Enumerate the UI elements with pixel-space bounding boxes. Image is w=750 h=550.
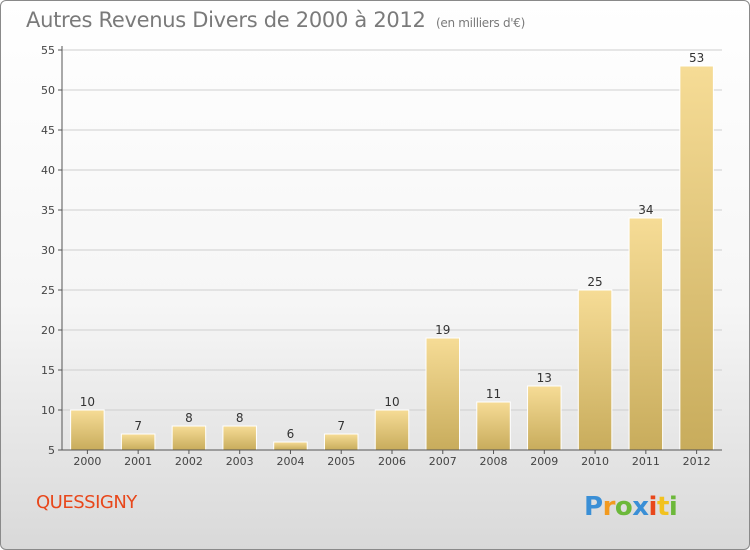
data-label-2012: 53 (689, 51, 704, 65)
x-tick-label-2008: 2008 (480, 455, 508, 468)
data-label-2002: 8 (185, 411, 193, 425)
x-tick-label-2009: 2009 (530, 455, 558, 468)
svg-text:Proxiti: Proxiti (584, 492, 677, 522)
bar-2001 (120, 433, 156, 451)
y-tick-label: 10 (41, 404, 55, 417)
x-axis-ticks: 2000 2001 2002 2003 2004 2005 2006 2007 2008 2009… (73, 450, 711, 468)
x-tick-label-2006: 2006 (378, 455, 406, 468)
y-tick-label: 55 (41, 44, 55, 57)
gridlines (62, 49, 722, 411)
x-tick-label-2007: 2007 (429, 455, 457, 468)
y-tick-label: 50 (41, 84, 55, 97)
y-tick-label: 35 (41, 204, 55, 217)
y-tick-label: 30 (41, 244, 55, 257)
data-labels: 10 7 8 8 6 7 10 19 11 13 25 34 53 (80, 51, 705, 441)
town-name: QUESSIGNY (36, 492, 137, 513)
bar-2010 (577, 289, 613, 451)
x-tick-label-2001: 2001 (124, 455, 152, 468)
chart-title: Autres Revenus Divers de 2000 à 2012 (en… (26, 8, 525, 32)
y-tick-label: 5 (48, 444, 55, 457)
proxiti-logo: Proxiti (584, 492, 678, 522)
data-label-2010: 25 (587, 275, 602, 289)
y-tick-label: 25 (41, 284, 55, 297)
bar-2007 (425, 337, 461, 451)
y-tick-label: 15 (41, 364, 55, 377)
data-label-2003: 8 (236, 411, 244, 425)
data-label-2009: 13 (537, 371, 552, 385)
data-label-2011: 34 (638, 203, 653, 217)
bar-2002 (171, 425, 207, 451)
x-tick-label-2002: 2002 (175, 455, 203, 468)
chart-subtitle: (en milliers d'€) (436, 16, 526, 30)
x-tick-label-2005: 2005 (327, 455, 355, 468)
x-tick-label-2012: 2012 (683, 455, 711, 468)
bars (70, 65, 714, 451)
bar-2009 (527, 385, 562, 451)
x-tick-label-2000: 2000 (73, 455, 101, 468)
data-label-2005: 7 (337, 419, 345, 433)
x-tick-label-2003: 2003 (226, 455, 254, 468)
bar-2000 (70, 409, 105, 451)
data-label-2001: 7 (134, 419, 142, 433)
x-tick-label-2004: 2004 (276, 455, 304, 468)
bar-2012 (679, 65, 714, 451)
bar-2008 (476, 401, 511, 451)
chart-title-text: Autres Revenus Divers de 2000 à 2012 (26, 8, 426, 32)
x-tick-label-2011: 2011 (632, 455, 660, 468)
data-label-2007: 19 (435, 323, 450, 337)
y-tick-label: 40 (41, 164, 55, 177)
data-label-2006: 10 (384, 395, 399, 409)
bar-2004 (273, 441, 308, 451)
y-tick-label: 20 (41, 324, 55, 337)
data-label-2000: 10 (80, 395, 95, 409)
y-tick-label: 45 (41, 124, 55, 137)
data-label-2008: 11 (486, 387, 501, 401)
x-tick-label-2010: 2010 (581, 455, 609, 468)
y-axis-ticks: 5 10 15 20 25 30 35 40 45 50 55 (41, 44, 62, 457)
data-label-2004: 6 (287, 427, 295, 441)
bar-2003 (222, 425, 257, 451)
bar-2005 (323, 433, 359, 451)
bar-2006 (374, 409, 410, 451)
bar-2011 (628, 217, 664, 451)
